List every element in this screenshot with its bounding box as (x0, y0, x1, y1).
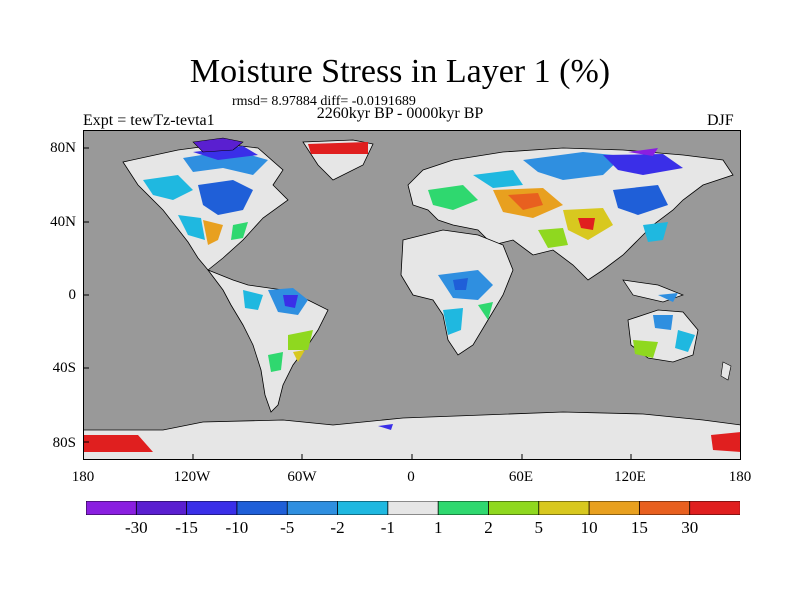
colorbar-label: 5 (534, 518, 544, 537)
maritime-continent-blue (658, 293, 678, 302)
experiment-label: Expt = tewTz-tevta1 (83, 112, 215, 129)
south-america-landmass (206, 269, 329, 413)
lon-tick-label: 180 (728, 469, 752, 485)
lon-tick-label: 120E (614, 469, 646, 485)
colorbar-swatch (186, 501, 238, 515)
arctic-islands (192, 137, 244, 153)
colorbar-swatch (387, 501, 439, 515)
colorbar-label: -5 (280, 518, 295, 537)
lon-tick-label: 120W (173, 469, 211, 485)
colorbar-swatch (588, 501, 641, 515)
colorbar-label: -15 (175, 518, 198, 537)
season-label: DJF (707, 112, 734, 129)
colorbar-label: -1 (380, 518, 395, 537)
colorbar-label: 10 (580, 518, 598, 537)
colorbar-swatch (538, 501, 590, 515)
lat-tick-label: 80N (50, 140, 76, 156)
colorbar (86, 501, 740, 515)
colorbar-label: 2 (484, 518, 493, 537)
world-map-panel (83, 130, 741, 460)
colorbar-label: 15 (630, 518, 648, 537)
lat-tick-label: 40S (52, 360, 76, 376)
australia-landmass (627, 309, 699, 363)
colorbar-swatch (488, 501, 540, 515)
lat-tick-label: 80S (52, 435, 76, 451)
colorbar-swatch (638, 501, 691, 515)
colorbar-label: 1 (433, 518, 443, 537)
colorbar-swatch (286, 501, 339, 515)
colorbar-swatch (86, 501, 138, 515)
colorbar-label: -10 (225, 518, 249, 537)
lon-tick-label: 60W (287, 469, 317, 485)
colorbar-swatch (689, 501, 740, 515)
map-frame (83, 130, 741, 460)
lat-tick-label: 40N (50, 214, 76, 230)
colorbar-label: -2 (330, 518, 345, 537)
lon-tick-label: 0 (407, 469, 415, 485)
lon-tick-label: 180 (71, 469, 95, 485)
rmsd-diff-stats: rmsd= 8.97884 diff= -0.0191689 (232, 94, 416, 109)
colorbar-label: -30 (124, 518, 148, 537)
colorbar-swatch (236, 501, 288, 515)
lat-tick-label: 0 (68, 287, 77, 303)
africa-landmass (400, 229, 514, 356)
time-period-subtitle: 2260kyr BP - 0000kyr BP (316, 105, 484, 122)
north-america-landmass (122, 143, 289, 271)
eurasia-landmass (407, 147, 734, 281)
greenland-landmass (302, 139, 374, 181)
lon-tick-label: 60E (508, 469, 534, 485)
colorbar-label: 30 (681, 518, 699, 537)
new-zealand (720, 361, 732, 381)
colorbar-swatch (135, 501, 188, 515)
colorbar-swatch (337, 501, 389, 515)
antarctica-landmass (83, 411, 741, 460)
colorbar-swatch (437, 501, 490, 515)
plot-title: Moisture Stress in Layer 1 (%) (189, 53, 611, 90)
